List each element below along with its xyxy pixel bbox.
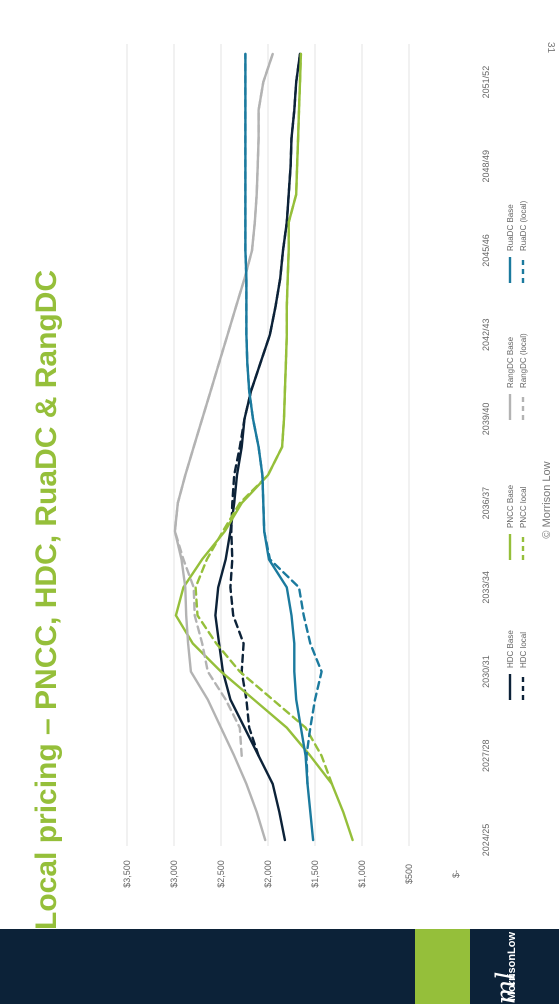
series-pncc-local [194,52,334,786]
legend-label: HDC Base [506,630,515,668]
series-hdc-local [229,52,302,757]
x-axis-ticks: 2024/25 2027/28 2030/31 2033/34 2036/37 2039/… [481,66,491,856]
series-ruadc-local [244,52,323,786]
legend-label: HDC local [519,632,528,668]
legend-label: RangDC (local) [519,333,528,388]
x-tick-label: 2024/25 [481,824,491,857]
x-tick-label: 2048/49 [481,150,491,183]
page-number: 31 [545,42,556,54]
y-tick-label: $500 [404,864,414,884]
x-tick-label: 2033/34 [481,571,491,604]
x-tick-label: 2027/28 [481,740,491,773]
legend-label: RuaDC Base [506,204,515,251]
y-axis-ticks: $- $500 $1,000 $1,500 $2,000 $2,500 $3,000 $3,5… [122,860,461,888]
slide-title: Local pricing – PNCC, HDC, RuaDC & RangD… [30,270,63,930]
green-accent-block [415,929,470,1004]
x-tick-label: 2045/46 [481,234,491,267]
x-tick-label: 2030/31 [481,655,491,688]
y-tick-label: $2,000 [263,860,273,888]
legend-label: RangDC Base [506,336,515,388]
x-tick-label: 2042/43 [481,318,491,351]
y-tick-label: $- [451,870,461,878]
x-tick-label: 2036/37 [481,487,491,520]
x-tick-label: 2039/40 [481,403,491,436]
legend-label: RuaDC (local) [519,200,528,251]
y-tick-label: $3,500 [122,860,132,888]
series-pncc-base [174,52,354,842]
y-tick-label: $3,000 [169,860,179,888]
x-tick-label: 2051/52 [481,66,491,99]
series-rangdc-local [173,52,274,757]
grid-lines [126,44,410,846]
legend-label: PNCC Base [506,484,515,528]
y-tick-label: $1,500 [310,860,320,888]
y-tick-label: $2,500 [216,860,226,888]
y-tick-label: $1,000 [357,860,367,888]
chart-legend: HDC Base HDC local PNCC Base PNCC local Rang… [506,200,528,700]
footer-copyright: © Morrison Low [541,461,553,538]
series-lines [173,52,354,842]
legend-label: PNCC local [519,486,528,528]
